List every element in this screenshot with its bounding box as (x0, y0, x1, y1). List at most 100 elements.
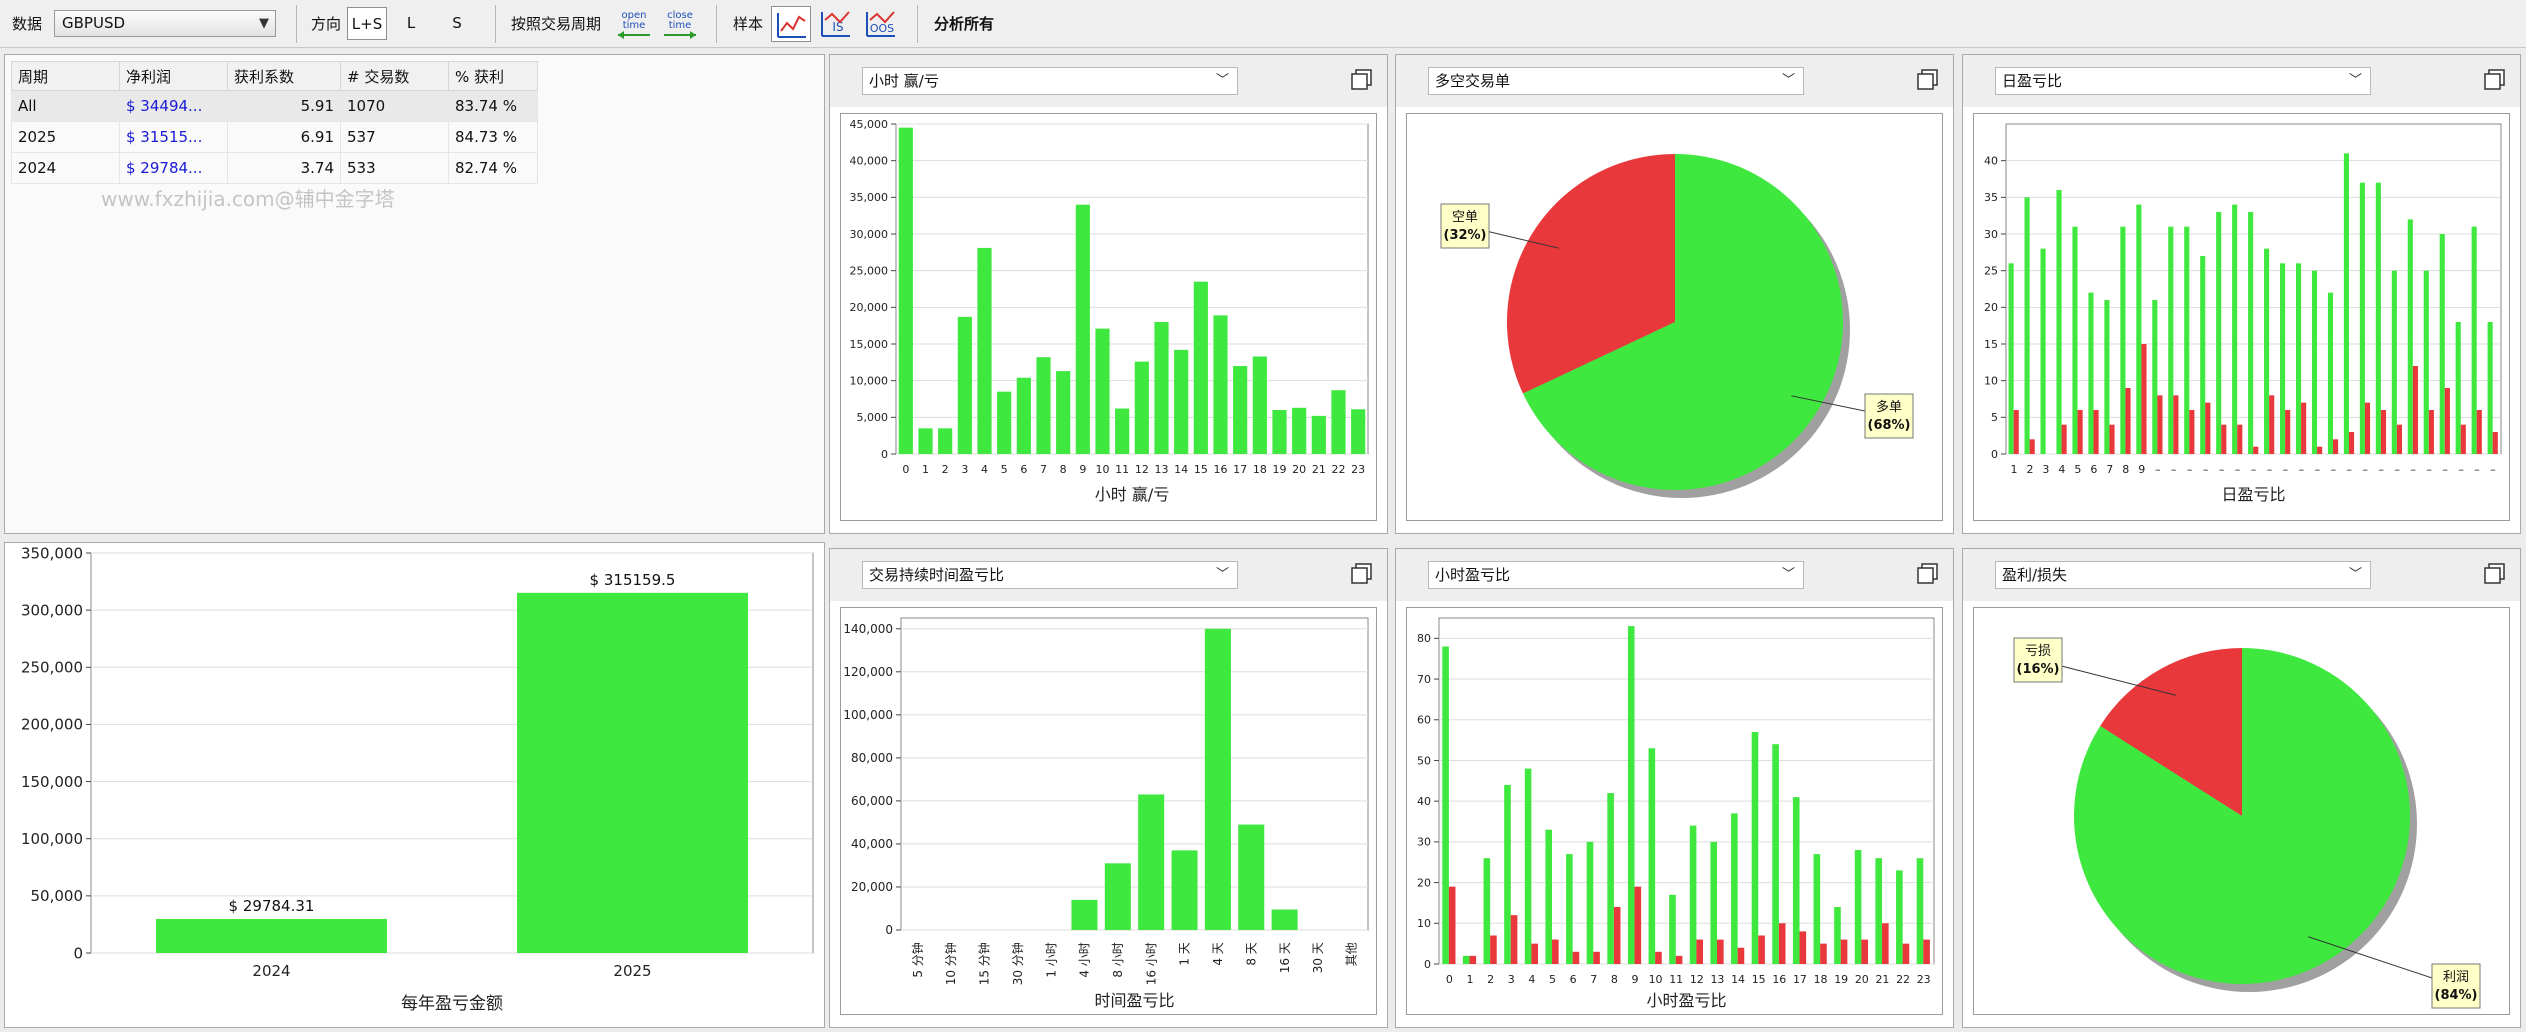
bar (2094, 410, 2099, 454)
x-tick-label: 3 (2042, 463, 2049, 476)
column-header[interactable]: # 交易数 (341, 62, 449, 91)
hourly-wl-panel: 小时 赢/亏 ﹀ 0 5,000 10,000 15,000 20,000 25,000 30… (829, 54, 1388, 534)
table-row[interactable]: 2024 $ 29784... 3.74 533 82.74 % (12, 153, 538, 184)
y-tick-label: 40,000 (850, 155, 889, 168)
direction-label: 方向 (311, 0, 341, 48)
bar (1552, 940, 1559, 964)
bar (1292, 408, 1306, 454)
chart-select-dropdown[interactable]: 小时盈亏比 ﹀ (1428, 561, 1804, 589)
symbol-select[interactable]: GBPUSD ▼ (54, 10, 276, 37)
y-tick-label: 15 (1984, 338, 1998, 351)
x-tick-label: 4 (1528, 973, 1535, 986)
y-tick-label: 35 (1984, 191, 1998, 204)
x-tick-label: – (2267, 463, 2273, 476)
bar (1614, 907, 1621, 964)
x-tick-label: – (2203, 463, 2209, 476)
toolbar-divider (495, 5, 496, 43)
toolbar-divider (296, 5, 297, 43)
table-cell: 3.74 (228, 153, 341, 184)
chart-select-dropdown[interactable]: 日盈亏比 ﹀ (1995, 67, 2371, 95)
x-tick-label: – (2235, 463, 2241, 476)
y-tick-label: 25,000 (850, 265, 889, 278)
direction-long-short-button[interactable]: L+S (347, 7, 387, 40)
column-header[interactable]: 净利润 (120, 62, 228, 91)
sample-all-button[interactable] (771, 6, 811, 42)
y-tick-label: 200,000 (21, 716, 83, 734)
x-tick-label: 2024 (252, 962, 290, 980)
bar (1690, 826, 1697, 964)
analyze-all-button[interactable]: 分析所有 (934, 0, 994, 48)
maximize-icon[interactable] (1915, 67, 1941, 93)
bar (2221, 425, 2226, 454)
bar (1272, 910, 1298, 930)
bar (2136, 205, 2141, 454)
bar (2205, 403, 2210, 454)
bar (2109, 425, 2114, 454)
table-cell: $ 29784... (120, 153, 228, 184)
column-header[interactable]: % 获利 (449, 62, 538, 91)
duration-panel: 交易持续时间盈亏比 ﹀ 0 20,000 40,000 60,000 80,000 100,… (829, 548, 1388, 1028)
bar (1531, 944, 1538, 964)
sample-oos-button[interactable]: OOS (861, 6, 901, 42)
maximize-icon[interactable] (1349, 561, 1375, 587)
sample-is-button[interactable]: IS (816, 6, 856, 42)
column-header[interactable]: 获利系数 (228, 62, 341, 91)
x-tick-label: 4 天 (1211, 942, 1225, 965)
chart-select-dropdown[interactable]: 盈利/损失 ﹀ (1995, 561, 2371, 589)
direction-short-button[interactable]: S (437, 7, 477, 40)
bar (1525, 769, 1532, 964)
y-tick-label: 0 (881, 448, 888, 461)
y-tick-label: 150,000 (21, 773, 83, 791)
duration-chart: 020,00040,00060,00080,000100,000120,0001… (841, 608, 1378, 1016)
chart-select-dropdown[interactable]: 多空交易单 ﹀ (1428, 67, 1804, 95)
table-cell: 537 (341, 122, 449, 153)
chart-select-dropdown[interactable]: 交易持续时间盈亏比 ﹀ (862, 561, 1238, 589)
chart-select-dropdown[interactable]: 小时 赢/亏 ﹀ (862, 67, 1238, 95)
bar (1731, 813, 1738, 964)
bar (1861, 940, 1868, 964)
direction-long-button[interactable]: L (391, 7, 431, 40)
maximize-icon[interactable] (1915, 561, 1941, 587)
x-tick-label: – (2363, 463, 2369, 476)
bar (1772, 744, 1779, 964)
bar (1800, 931, 1807, 964)
column-header[interactable]: 周期 (12, 62, 120, 91)
chevron-down-icon: ▼ (259, 11, 269, 36)
x-tick-label: 13 (1710, 973, 1724, 986)
bar (1238, 825, 1264, 930)
x-tick-label: 5 (2074, 463, 2081, 476)
y-tick-label: 5,000 (857, 411, 889, 424)
bar (1272, 410, 1286, 454)
maximize-icon[interactable] (1349, 67, 1375, 93)
bar (1649, 748, 1656, 964)
x-tick-label: 10 分钟 (943, 942, 958, 985)
table-row[interactable]: 2025 $ 31515... 6.91 537 84.73 % (12, 122, 538, 153)
y-tick-label: 30 (1417, 836, 1431, 849)
bar (2461, 425, 2466, 454)
y-tick-label: 140,000 (843, 622, 893, 636)
table-row[interactable]: All $ 34494... 5.91 1070 83.74 % (12, 91, 538, 122)
x-tick-label: 12 (1135, 463, 1149, 476)
y-tick-label: 70 (1417, 673, 1431, 686)
x-tick-label: 0 (1446, 973, 1453, 986)
x-tick-label: 1 (2010, 463, 2017, 476)
maximize-icon[interactable] (2482, 67, 2508, 93)
bar (2472, 227, 2477, 454)
x-axis-title: 日盈亏比 (2221, 485, 2285, 504)
y-tick-label: 20 (1984, 301, 1998, 314)
x-tick-label: 9 (1631, 973, 1638, 986)
bar (2488, 322, 2493, 454)
maximize-icon[interactable] (2482, 561, 2508, 587)
bar (2030, 439, 2035, 454)
yearly-chart-panel: 0 50,000 100,000 150,000 200,000 250,000 300,0… (4, 542, 825, 1028)
bar (2141, 344, 2146, 454)
x-tick-label: 1 (922, 463, 929, 476)
open-time-button[interactable]: open time (614, 6, 654, 42)
bar (2072, 227, 2077, 454)
y-tick-label: 50 (1417, 754, 1431, 767)
close-time-button[interactable]: close time (660, 6, 700, 42)
y-tick-label: 40,000 (851, 837, 893, 851)
bar (1717, 940, 1724, 964)
bar (2157, 395, 2162, 454)
dropdown-value: 交易持续时间盈亏比 (869, 566, 1004, 584)
